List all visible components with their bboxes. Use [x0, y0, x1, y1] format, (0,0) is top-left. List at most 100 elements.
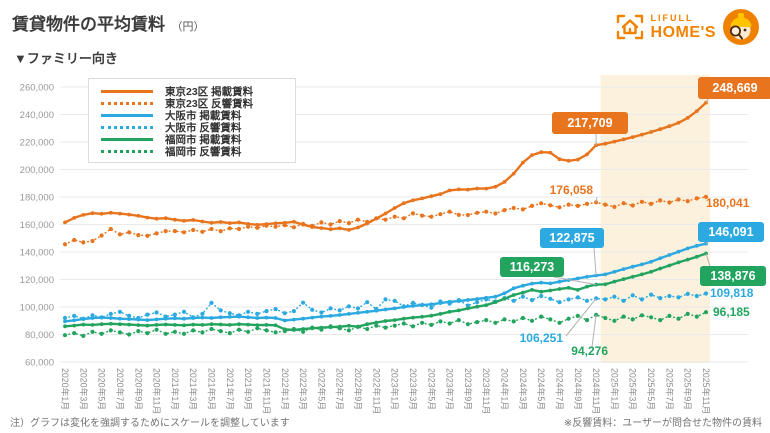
svg-text:116,273: 116,273 [510, 260, 555, 274]
legend-label: 大阪市 反響賃料 [165, 121, 242, 134]
brand-text: LIFULL HOME'S [650, 12, 716, 41]
legend-label: 福岡市 反響賃料 [165, 145, 242, 158]
brand-lifull: LIFULL [650, 12, 694, 23]
page-header: 賃貸物件の平均賃料 （円） [12, 10, 204, 35]
x-axis-tick-label: 2025年7月 [664, 368, 675, 410]
x-axis-tick-label: 2023年9月 [463, 368, 474, 410]
legend-label: 東京23区 掲載賃料 [165, 85, 254, 98]
legend-label: 東京23区 反響賃料 [165, 97, 254, 110]
x-axis-tick-label: 2020年9月 [133, 368, 144, 410]
x-axis-tick-label: 2023年7月 [445, 368, 456, 410]
y-axis-tick-label: 240,000 [20, 110, 54, 121]
legend-swatch-solid-line [101, 137, 153, 141]
page-title: 賃貸物件の平均賃料 [12, 15, 165, 34]
lifull-homes-logo: LIFULL HOME'S [615, 8, 760, 46]
series-東京23区 掲載賃料 [63, 100, 708, 232]
svg-text:180,041: 180,041 [706, 196, 750, 210]
x-axis-tick-label: 2025年5月 [646, 368, 657, 410]
chart-legend: 東京23区 掲載賃料 東京23区 反響賃料 大阪市 掲載賃料 大阪市 反響賃料 福岡市 … [88, 78, 296, 163]
annotation-label: 109,818 [710, 286, 754, 300]
legend-item: 大阪市 掲載賃料 [101, 109, 295, 122]
y-axis-tick-label: 80,000 [25, 330, 54, 341]
series-大阪市 掲載賃料 [63, 241, 708, 324]
x-axis-tick-label: 2021年7月 [225, 368, 236, 410]
annotation-badge: 138,876 [700, 253, 766, 286]
x-axis-tick-label: 2024年7月 [554, 368, 565, 410]
x-axis-tick-label: 2022年1月 [280, 368, 291, 410]
y-axis-tick-label: 160,000 [20, 220, 54, 231]
annotation-badge: 146,091 [698, 222, 764, 245]
svg-text:106,251: 106,251 [520, 331, 564, 345]
legend-item: 東京23区 掲載賃料 [101, 85, 295, 98]
x-axis-tick-label: 2023年11月 [481, 368, 492, 414]
mascot-icon [723, 9, 759, 45]
svg-text:217,709: 217,709 [567, 116, 612, 130]
y-axis-tick-label: 220,000 [20, 138, 54, 149]
annotation-badge: 122,875 [540, 228, 604, 276]
house-icon [616, 14, 643, 40]
x-axis-tick-label: 2025年11月 [701, 368, 712, 414]
x-axis-tick-label: 2023年1月 [390, 368, 401, 410]
x-axis-tick-label: 2022年9月 [353, 368, 364, 410]
legend-swatch-dotted-line [101, 149, 153, 153]
svg-text:138,876: 138,876 [710, 269, 755, 283]
annotation-badge: 248,669 [698, 77, 770, 103]
x-axis-tick-label: 2022年3月 [298, 368, 309, 410]
x-axis-tick-label: 2024年11月 [591, 368, 602, 414]
legend-swatch-solid-line [101, 113, 153, 117]
legend-item: 大阪市 反響賃料 [101, 121, 295, 134]
x-axis-tick-label: 2025年1月 [609, 368, 620, 410]
legend-swatch-solid-line [101, 89, 153, 93]
annotation-label: 96,185 [713, 305, 750, 319]
x-axis-tick-label: 2023年3月 [408, 368, 419, 410]
legend-swatch-dotted-line [101, 125, 153, 129]
svg-text:146,091: 146,091 [708, 225, 753, 239]
y-axis-tick-label: 140,000 [20, 248, 54, 259]
x-axis-tick-label: 2024年5月 [536, 368, 547, 410]
x-axis-tick-label: 2022年7月 [335, 368, 346, 410]
svg-text:176,058: 176,058 [550, 183, 594, 197]
x-axis-tick-label: 2022年5月 [316, 368, 327, 410]
x-axis-tick-label: 2022年11月 [371, 368, 382, 414]
svg-text:96,185: 96,185 [713, 305, 750, 319]
annotation-label: 94,276 [571, 314, 608, 358]
legend-item: 福岡市 反響賃料 [101, 145, 295, 158]
x-axis-tick-label: 2024年1月 [500, 368, 511, 410]
svg-text:109,818: 109,818 [710, 286, 754, 300]
chart-subtitle: ▼ファミリー向き [14, 51, 118, 66]
series-東京23区 反響賃料 [62, 194, 709, 247]
legend-item: 福岡市 掲載賃料 [101, 133, 295, 146]
legend-swatch-dotted-line [101, 101, 153, 105]
legend-label: 福岡市 掲載賃料 [165, 133, 242, 146]
x-axis-tick-label: 2020年5月 [97, 368, 108, 410]
annotation-label: 176,058 [550, 183, 598, 203]
legend-item: 東京23区 反響賃料 [101, 97, 295, 110]
series-福岡市 掲載賃料 [63, 251, 708, 332]
y-axis-tick-label: 200,000 [20, 165, 54, 176]
page-title-unit: （円） [171, 21, 205, 33]
x-axis-tick-label: 2020年1月 [60, 368, 71, 410]
x-axis-tick-label: 2021年11月 [261, 368, 272, 414]
annotation-label: 180,041 [706, 196, 750, 210]
x-axis-tick-label: 2024年9月 [573, 368, 584, 410]
brand-homes: HOME'S [650, 23, 716, 41]
y-axis-tick-label: 100,000 [20, 303, 54, 314]
y-axis-tick-label: 120,000 [20, 275, 54, 286]
y-axis-tick-label: 60,000 [25, 358, 54, 369]
annotation-badge: 116,273 [500, 257, 597, 286]
y-axis-tick-label: 260,000 [20, 83, 54, 94]
x-axis-tick-label: 2021年9月 [243, 368, 254, 410]
footnote-scale: 注）グラフは変化を強調するためにスケールを調整しています [10, 418, 290, 429]
x-axis-tick-label: 2025年9月 [683, 368, 694, 410]
x-axis-tick-label: 2021年3月 [188, 368, 199, 410]
annotation-label: 106,251 [520, 298, 597, 345]
x-axis-tick-label: 2023年5月 [426, 368, 437, 410]
x-axis-tick-label: 2020年11月 [152, 368, 163, 414]
annotation-badge: 217,709 [552, 112, 628, 146]
x-axis-tick-label: 2021年1月 [170, 368, 181, 410]
footnote-inquiry-rent: ※反響賃料：ユーザーが問合せた物件の賃料 [563, 418, 762, 429]
x-axis-tick-label: 2021年5月 [207, 368, 218, 410]
x-axis-tick-label: 2020年3月 [78, 368, 89, 410]
svg-text:122,875: 122,875 [549, 231, 594, 245]
